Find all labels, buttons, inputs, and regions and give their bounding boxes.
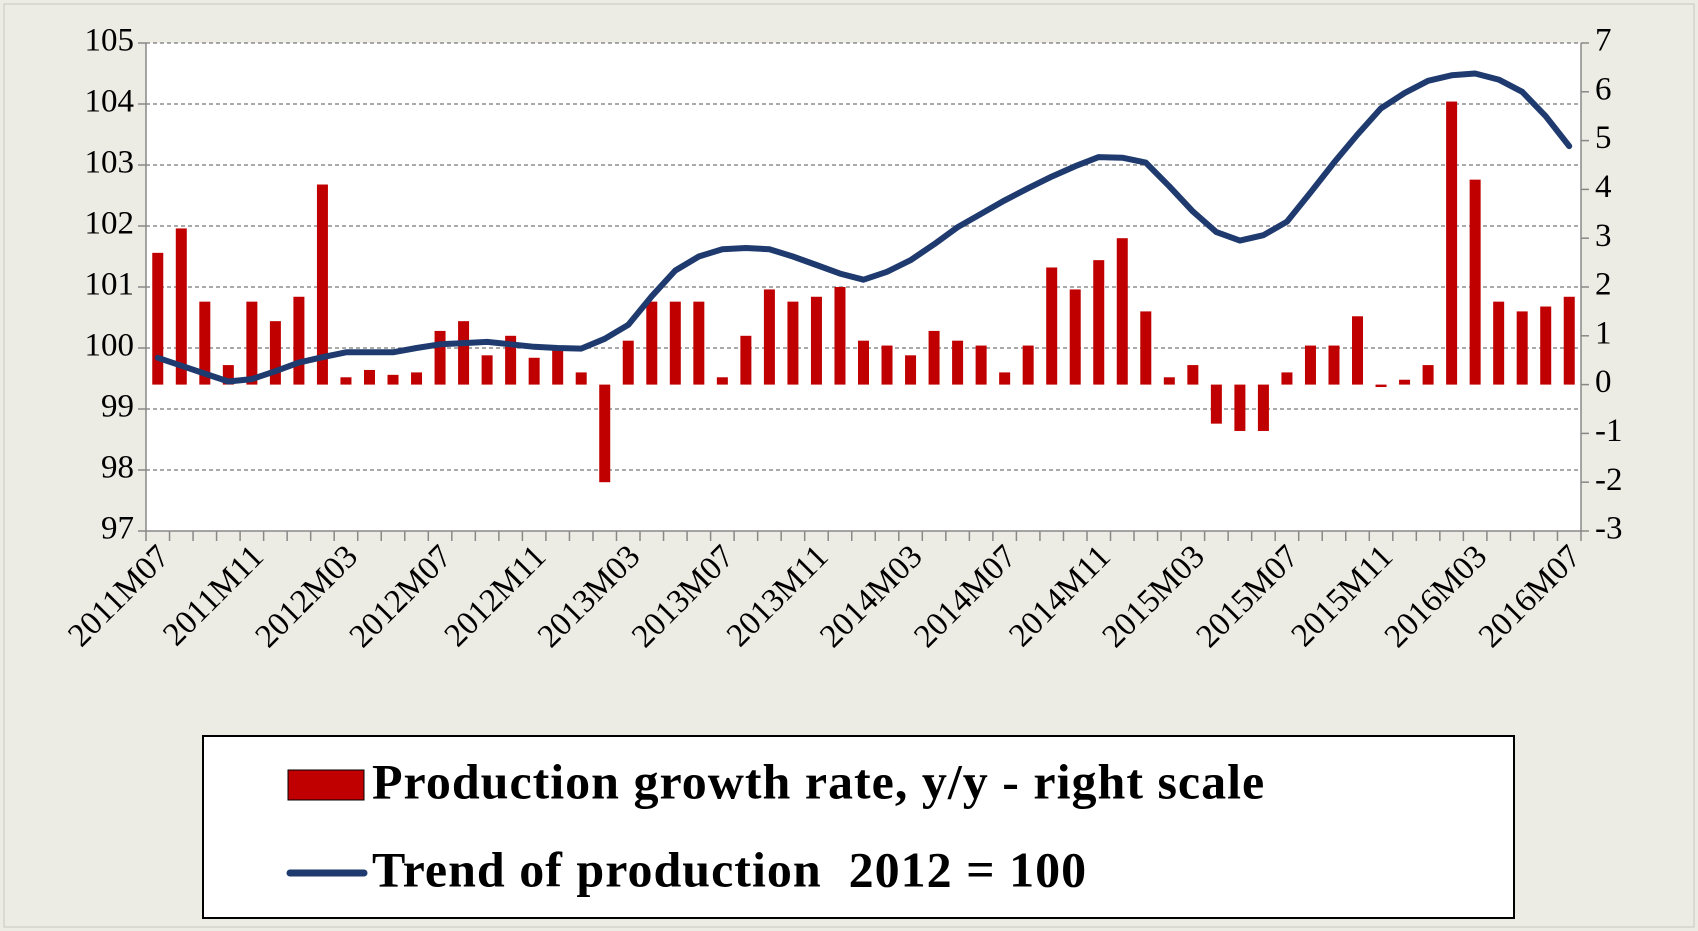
bar — [1563, 296, 1575, 385]
bar — [1257, 384, 1269, 431]
bar — [316, 184, 328, 385]
legend-box — [202, 735, 1515, 919]
bar — [1163, 377, 1175, 385]
bar — [411, 372, 423, 385]
bar — [810, 296, 822, 385]
legend-swatch — [287, 769, 365, 801]
bar — [1140, 311, 1152, 385]
legend-label: Trend of production 2012 = 100 — [372, 841, 1087, 897]
y2-tick-label: 3 — [1595, 218, 1612, 254]
bar — [1022, 345, 1034, 385]
bar — [1116, 238, 1128, 385]
bar — [528, 357, 540, 385]
bar — [246, 301, 258, 385]
bar — [1352, 316, 1364, 385]
bar — [1046, 267, 1058, 385]
bar — [881, 345, 893, 385]
bar — [1304, 345, 1316, 385]
y2-tick-label: -1 — [1595, 413, 1623, 449]
bar — [505, 335, 517, 385]
bar — [999, 372, 1011, 385]
bar — [363, 369, 375, 385]
bar — [1210, 384, 1222, 424]
y2-tick-label: 4 — [1595, 169, 1612, 205]
bar — [646, 301, 658, 385]
y2-tick-label: 7 — [1595, 23, 1612, 59]
bar — [1187, 365, 1199, 385]
y2-tick-label: -2 — [1595, 462, 1623, 498]
bar — [269, 321, 281, 385]
bar — [1281, 372, 1293, 385]
bar — [1375, 384, 1387, 388]
bar — [222, 365, 234, 385]
bar — [1446, 101, 1458, 385]
y2-tick-label: -3 — [1595, 511, 1623, 547]
bar — [599, 384, 611, 483]
legend-label: Production growth rate, y/y - right scal… — [372, 753, 1265, 809]
bar — [716, 377, 728, 385]
bar — [740, 335, 752, 385]
bar — [622, 340, 634, 385]
bar — [1516, 311, 1528, 385]
y-tick-label: 103 — [85, 145, 135, 181]
bar — [693, 301, 705, 385]
y-tick-label: 105 — [85, 23, 135, 59]
bar — [1399, 379, 1411, 385]
bar — [1328, 345, 1340, 385]
bar — [763, 289, 775, 385]
y-tick-label: 100 — [85, 328, 135, 364]
y2-tick-label: 2 — [1595, 267, 1612, 303]
y-tick-label: 98 — [101, 450, 134, 486]
bar — [1493, 301, 1505, 385]
bar — [458, 321, 470, 385]
bar — [1093, 260, 1105, 385]
bar — [834, 287, 846, 385]
bar — [552, 348, 564, 385]
bar — [905, 355, 917, 385]
y2-tick-label: 0 — [1595, 364, 1612, 400]
y-tick-label: 97 — [101, 511, 134, 547]
bar — [340, 377, 352, 385]
bar — [1422, 365, 1434, 385]
bar — [787, 301, 799, 385]
bar — [952, 340, 964, 385]
bar — [575, 372, 587, 385]
line — [154, 70, 1573, 385]
y-tick-label: 104 — [85, 84, 135, 120]
y-tick-label: 101 — [85, 267, 135, 303]
y-tick-label: 102 — [85, 206, 135, 242]
bar — [434, 330, 446, 385]
bar — [293, 296, 305, 385]
bar — [387, 374, 399, 385]
bar — [481, 355, 493, 385]
bar — [199, 301, 211, 385]
bar — [1069, 289, 1081, 385]
y2-tick-label: 6 — [1595, 71, 1612, 107]
bar — [175, 228, 187, 385]
bar — [669, 301, 681, 385]
bar — [1469, 179, 1481, 385]
bar — [975, 345, 987, 385]
bar — [152, 252, 164, 385]
bar — [1540, 306, 1552, 385]
y2-tick-label: 5 — [1595, 120, 1612, 156]
bar — [858, 340, 869, 385]
bar — [1234, 384, 1246, 431]
y2-tick-label: 1 — [1595, 315, 1612, 351]
bar — [928, 330, 940, 385]
y-tick-label: 99 — [101, 389, 134, 425]
